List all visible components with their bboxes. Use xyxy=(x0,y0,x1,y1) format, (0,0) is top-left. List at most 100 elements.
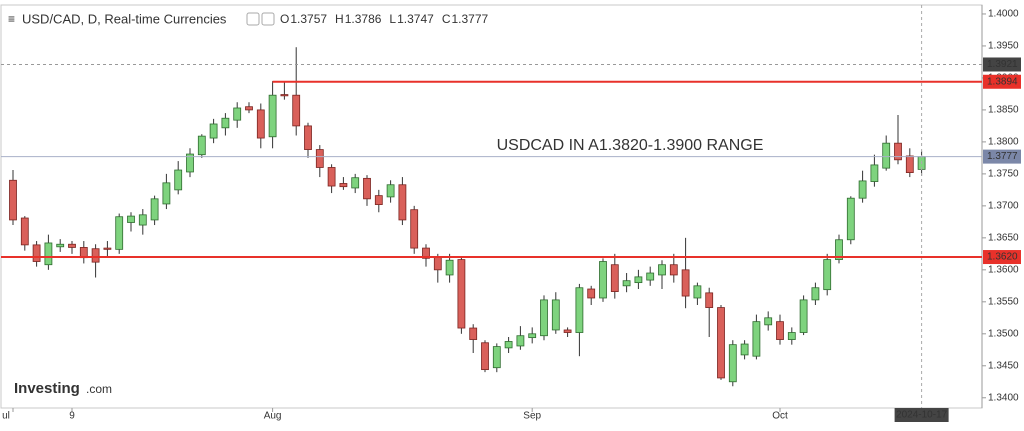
candle-body xyxy=(492,346,501,369)
candle-body xyxy=(752,321,761,357)
candle-body xyxy=(422,247,430,259)
ohlc-label: H xyxy=(335,12,344,26)
candle-body xyxy=(634,276,643,284)
candle-body xyxy=(304,125,312,150)
candle-body xyxy=(587,288,596,299)
ohlc-legend: O 1.3757 H 1.3786 L 1.3747 C 1.3777 xyxy=(280,12,489,26)
candle-body xyxy=(504,341,513,349)
candle-body xyxy=(457,259,466,329)
candle-body xyxy=(728,344,737,383)
candle-body xyxy=(209,123,218,139)
candle-body xyxy=(882,142,891,169)
candle-body xyxy=(398,184,407,221)
x-tick-label: Oct xyxy=(772,411,788,422)
y-tick-label: 1.4000 xyxy=(988,9,1019,20)
logo-suffix: .com xyxy=(86,382,112,396)
settings-icon[interactable] xyxy=(261,12,275,26)
candle-body xyxy=(622,280,631,287)
candle-body xyxy=(787,332,796,340)
candle-body xyxy=(528,333,537,339)
y-tick-label: 1.3850 xyxy=(988,105,1019,116)
candle-body xyxy=(481,342,489,371)
candle-body xyxy=(610,264,619,292)
candle-body xyxy=(823,259,832,291)
y-tick-label: 1.3550 xyxy=(988,296,1019,307)
candle-body xyxy=(115,216,124,250)
x-tick-label: 9 xyxy=(69,411,75,422)
collapse-icon[interactable]: ≡ xyxy=(8,12,15,26)
candle-body xyxy=(811,287,820,301)
candle-body xyxy=(91,248,100,263)
x-tick-label: Sep xyxy=(523,411,541,422)
candle-body xyxy=(658,264,666,276)
candle-body xyxy=(127,215,135,223)
crosshair-label-bg xyxy=(983,57,1021,72)
candle-body xyxy=(410,209,419,249)
candle-body xyxy=(469,327,478,340)
candle-body xyxy=(563,329,572,333)
candle-body xyxy=(197,135,206,156)
ohlc-label: C xyxy=(442,12,451,26)
candle-body xyxy=(32,244,41,262)
candle-body xyxy=(858,180,867,199)
ohlc-label: L xyxy=(389,12,396,26)
candle-body xyxy=(445,259,454,276)
y-tick-label: 1.3400 xyxy=(988,392,1019,403)
candle-body xyxy=(693,285,702,299)
candle-body xyxy=(56,243,65,248)
line-price-label-bg xyxy=(983,250,1021,265)
settings-icon[interactable] xyxy=(246,12,260,26)
x-tick-label: 2024-10-17 xyxy=(896,410,948,421)
header-bg xyxy=(5,8,480,30)
x-tick-label: Aug xyxy=(264,411,282,422)
candles xyxy=(9,47,926,387)
candle-body xyxy=(599,261,607,299)
candle-body xyxy=(717,307,725,379)
annotation: USDCAD IN A1.3820-1.3900 RANGE xyxy=(497,137,764,154)
candle-body xyxy=(846,197,855,241)
candle-body xyxy=(433,256,442,271)
candle-body xyxy=(575,287,584,333)
line-price-label-bg xyxy=(983,74,1021,89)
candle-body xyxy=(327,167,336,187)
candle-body xyxy=(905,155,914,173)
ohlc-label: O xyxy=(280,12,289,26)
candle-body xyxy=(162,182,171,205)
candle-body xyxy=(835,239,843,260)
candle-body xyxy=(292,94,301,127)
y-tick-label: 1.3700 xyxy=(988,201,1019,212)
y-tick-label: 1.3750 xyxy=(988,169,1019,180)
y-tick-label: 1.3600 xyxy=(988,264,1019,275)
x-tick-label: ul xyxy=(2,411,10,422)
last-price-label-bg xyxy=(983,149,1021,164)
candle-body xyxy=(870,164,879,182)
candle-body xyxy=(386,184,395,198)
candle-body xyxy=(221,117,230,129)
candle-body xyxy=(44,242,53,266)
candle-body xyxy=(9,179,17,221)
candle-body xyxy=(799,299,808,333)
candle-body xyxy=(186,153,194,173)
candle-body xyxy=(669,264,678,276)
candle-body xyxy=(646,272,655,281)
logo: Investing xyxy=(14,380,80,397)
crosshair-label: 1.3921 xyxy=(987,59,1018,70)
candle-body xyxy=(20,217,29,246)
candle-body xyxy=(245,106,253,111)
y-tick-label: 1.3500 xyxy=(988,328,1019,339)
candle-body xyxy=(315,149,324,168)
candle-body xyxy=(268,94,277,138)
candle-body xyxy=(764,317,773,326)
candle-body xyxy=(705,292,714,308)
candle-body xyxy=(363,177,371,200)
candle-body xyxy=(233,107,242,121)
ohlc-value: 1.3777 xyxy=(451,12,488,26)
candle-body xyxy=(894,142,902,161)
candle-body xyxy=(351,177,360,189)
y-tick-label: 1.3950 xyxy=(988,41,1019,52)
last-price-label: 1.3777 xyxy=(987,151,1018,162)
line-price-label: 1.3894 xyxy=(987,76,1018,87)
candle-body xyxy=(138,214,147,226)
candle-body xyxy=(103,247,112,250)
